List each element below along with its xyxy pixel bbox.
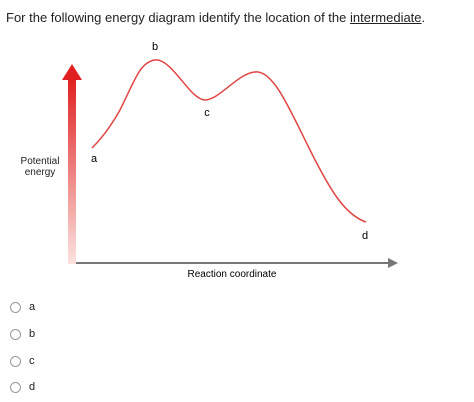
- question-text: For the following energy diagram identif…: [6, 10, 350, 25]
- question-emphasis: intermediate: [349, 10, 422, 25]
- radio-button[interactable]: [10, 328, 21, 340]
- option-label[interactable]: a: [29, 301, 36, 313]
- option[interactable]: c: [10, 352, 35, 370]
- point-label: c: [204, 107, 210, 119]
- option[interactable]: a: [10, 298, 35, 316]
- option[interactable]: b: [10, 325, 35, 343]
- point-label: a: [91, 153, 98, 165]
- radio-button[interactable]: [10, 381, 21, 393]
- option-label[interactable]: b: [29, 328, 36, 340]
- y-axis-arrowhead: [62, 64, 82, 80]
- x-axis-arrowhead: [388, 258, 398, 268]
- y-axis-label: Potential energy: [20, 156, 60, 178]
- energy-curve: [91, 59, 367, 223]
- energy-diagram: a b c d Reaction coordinate: [62, 41, 398, 280]
- y-axis-arrow: [68, 78, 76, 264]
- point-label: b: [152, 41, 158, 53]
- option-label[interactable]: d: [29, 381, 36, 393]
- x-axis-label: Reaction coordinate: [188, 269, 277, 280]
- question-suffix: .: [421, 10, 426, 25]
- option[interactable]: d: [10, 378, 35, 396]
- option-label[interactable]: c: [29, 355, 35, 367]
- question: For the following energy diagram identif…: [6, 10, 425, 25]
- point-label: d: [362, 230, 368, 242]
- radio-button[interactable]: [10, 301, 21, 313]
- radio-button[interactable]: [10, 355, 21, 367]
